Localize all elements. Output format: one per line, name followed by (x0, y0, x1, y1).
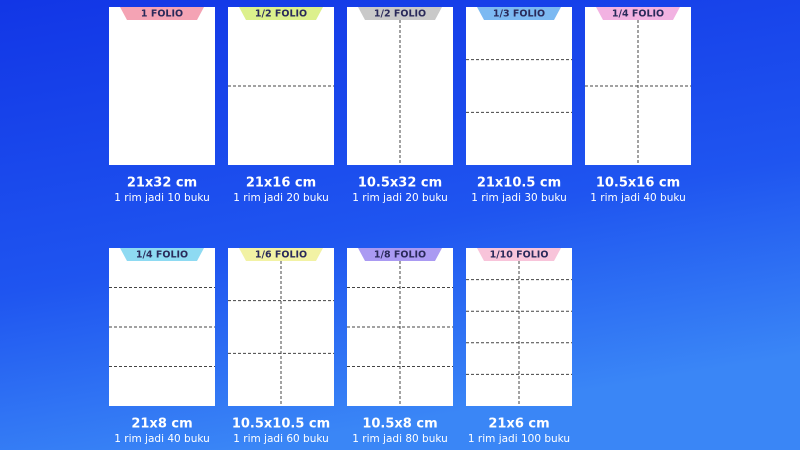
note: 1 rim jadi 20 buku (233, 192, 329, 204)
tab-label: 1/2 FOLIO (255, 9, 307, 20)
size: 10.5x16 cm (596, 176, 680, 191)
note: 1 rim jadi 60 buku (233, 433, 329, 445)
note: 1 rim jadi 40 buku (114, 433, 210, 445)
sheet (466, 7, 572, 165)
tab (239, 7, 323, 20)
size: 21x6 cm (488, 417, 549, 432)
paper-item: 1/10 FOLIO 21x6 cm1 rim jadi 100 buku (466, 248, 572, 445)
paper-item: 1 FOLIO 21x32 cm1 rim jadi 10 buku (109, 7, 215, 204)
tab (477, 248, 561, 261)
paper-item: 1/2 FOLIO 10.5x32 cm1 rim jadi 20 buku (347, 7, 453, 204)
tab-label: 1/3 FOLIO (493, 9, 545, 20)
tab-label: 1 FOLIO (141, 9, 183, 20)
tab-label: 1/4 FOLIO (136, 250, 188, 261)
tab-label: 1/8 FOLIO (374, 250, 426, 261)
note: 1 rim jadi 40 buku (590, 192, 686, 204)
paper-item: 1/3 FOLIO 21x10.5 cm1 rim jadi 30 buku (466, 7, 572, 204)
tab (477, 7, 561, 20)
size: 10.5x10.5 cm (232, 417, 330, 432)
tab-label: 1/10 FOLIO (490, 250, 549, 261)
note: 1 rim jadi 20 buku (352, 192, 448, 204)
size: 21x32 cm (127, 176, 197, 191)
note: 1 rim jadi 80 buku (352, 433, 448, 445)
size: 10.5x32 cm (358, 176, 442, 191)
tab-label: 1/4 FOLIO (612, 9, 664, 20)
tab-label: 1/6 FOLIO (255, 250, 307, 261)
paper-sizes: 1 FOLIO 21x32 cm1 rim jadi 10 buku 1/2 FOL… (109, 7, 691, 445)
paper-item: 1/4 FOLIO 21x8 cm1 rim jadi 40 buku (109, 248, 215, 445)
tab (120, 248, 204, 261)
size: 21x16 cm (246, 176, 316, 191)
tab (358, 248, 442, 261)
tab (596, 7, 680, 20)
tab (120, 7, 204, 20)
paper-item: 1/8 FOLIO 10.5x8 cm1 rim jadi 80 buku (347, 248, 453, 445)
paper-item: 1/4 FOLIO 10.5x16 cm1 rim jadi 40 buku (585, 7, 691, 204)
sheet (109, 7, 215, 165)
size: 10.5x8 cm (362, 417, 437, 432)
paper-item: 1/6 FOLIO 10.5x10.5 cm1 rim jadi 60 buku (228, 248, 334, 445)
tab (239, 248, 323, 261)
tab-label: 1/2 FOLIO (374, 9, 426, 20)
note: 1 rim jadi 30 buku (471, 192, 567, 204)
paper-item: 1/2 FOLIO 21x16 cm1 rim jadi 20 buku (228, 7, 334, 204)
note: 1 rim jadi 10 buku (114, 192, 210, 204)
size: 21x10.5 cm (477, 176, 561, 191)
tab (358, 7, 442, 20)
size: 21x8 cm (131, 417, 192, 432)
note: 1 rim jadi 100 buku (468, 433, 570, 445)
